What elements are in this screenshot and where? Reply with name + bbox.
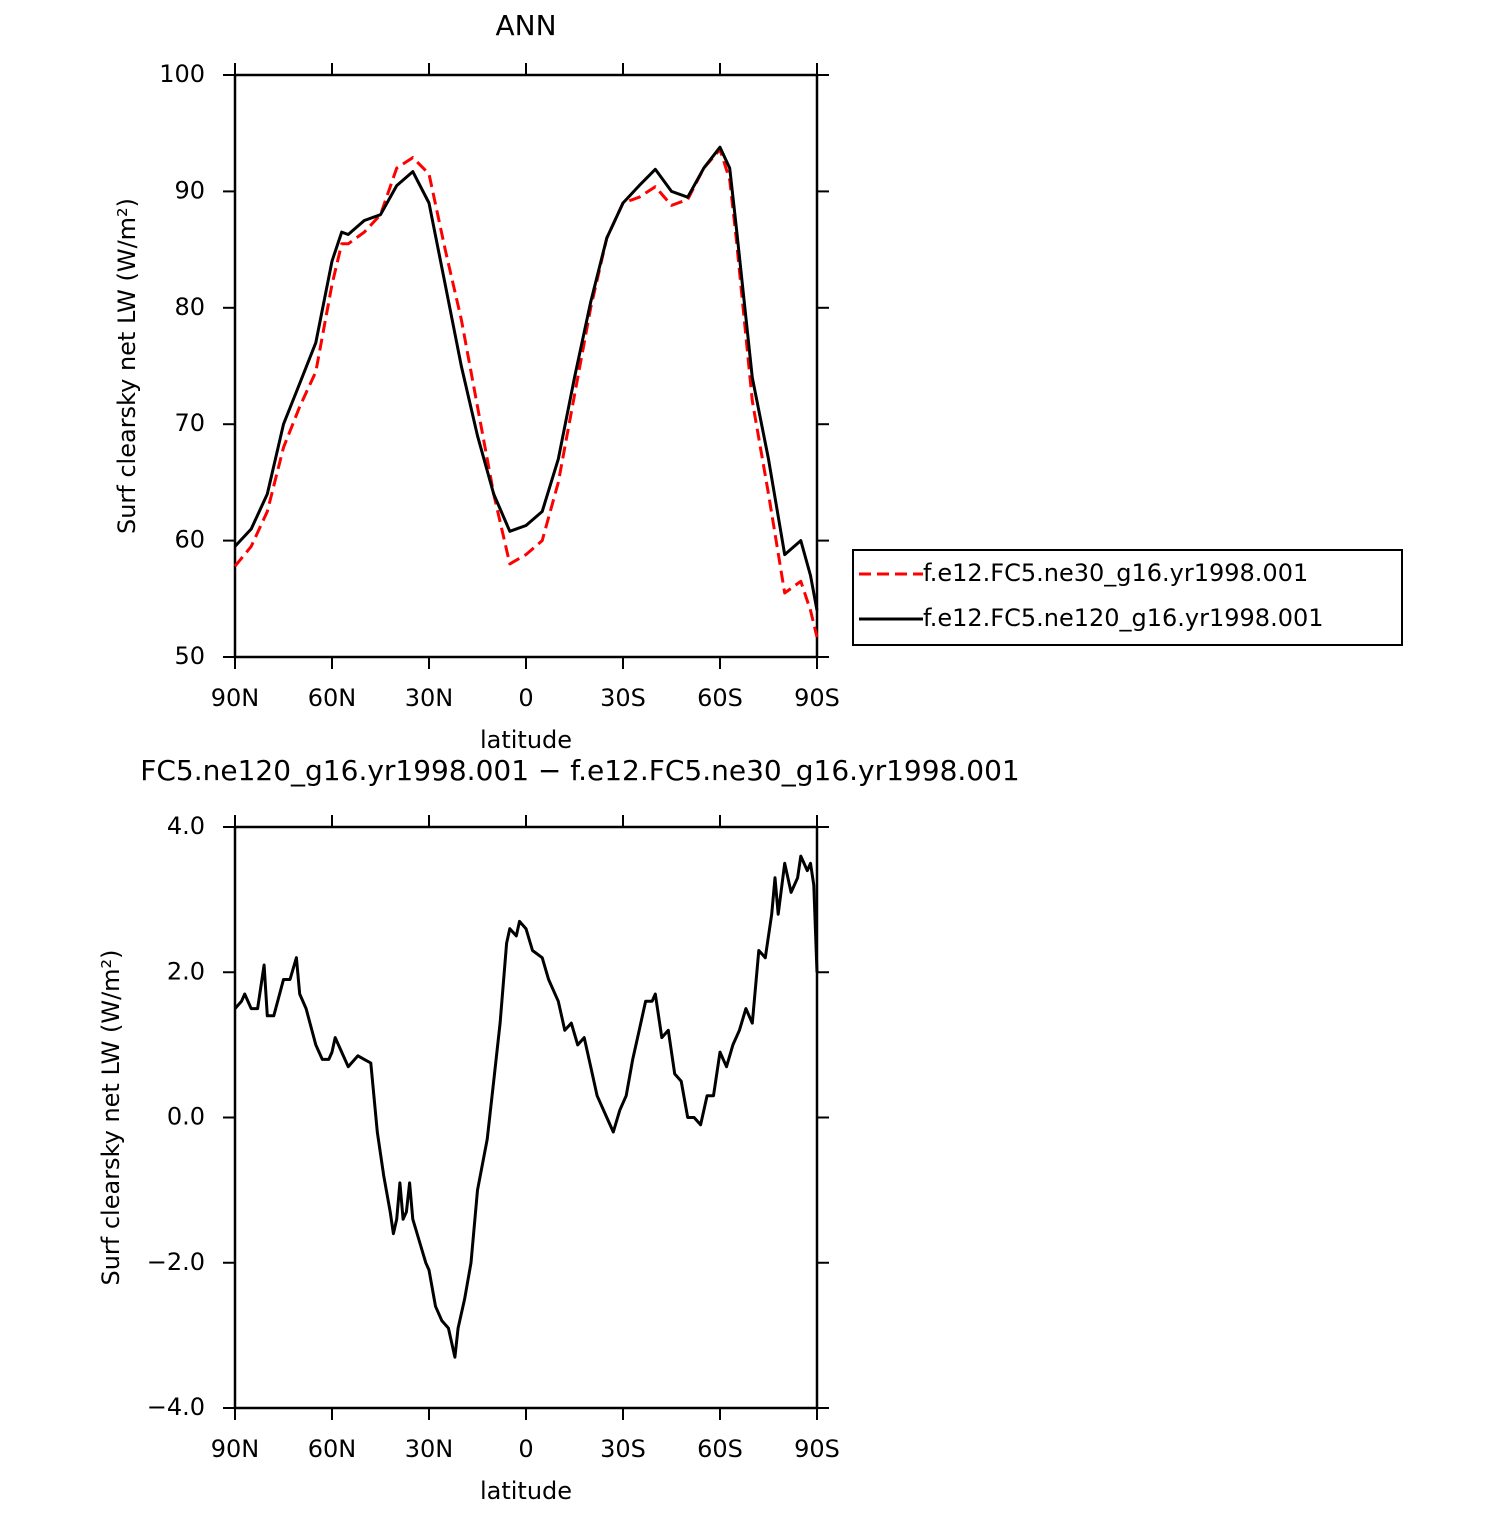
- x-axis-label: latitude: [480, 1477, 572, 1505]
- y-tick-label: 80: [174, 293, 205, 321]
- y-tick-label: −2.0: [147, 1248, 205, 1276]
- y-tick-label: 70: [174, 409, 205, 437]
- legend-label: f.e12.FC5.ne30_g16.yr1998.001: [923, 559, 1308, 587]
- y-axis-label: Surf clearsky net LW (W/m²): [113, 198, 141, 534]
- data-line: [233, 854, 819, 1359]
- legend-box: [852, 549, 1403, 646]
- x-tick-label: 30S: [600, 1435, 646, 1463]
- chart-title: ANN: [495, 9, 556, 42]
- x-tick-label: 90N: [211, 684, 260, 712]
- y-tick-label: 4.0: [167, 812, 205, 840]
- plot-frame: [233, 73, 819, 659]
- x-tick-label: 30N: [405, 1435, 454, 1463]
- x-tick-label: 90S: [794, 684, 840, 712]
- x-tick-label: 30N: [405, 684, 454, 712]
- x-tick-label: 90N: [211, 1435, 260, 1463]
- x-tick-label: 60S: [697, 684, 743, 712]
- data-line: [233, 148, 819, 638]
- legend-label: f.e12.FC5.ne120_g16.yr1998.001: [923, 604, 1324, 632]
- y-tick-label: 2.0: [167, 957, 205, 985]
- y-tick-label: 60: [174, 526, 205, 554]
- chart-title: FC5.ne120_g16.yr1998.001 − f.e12.FC5.ne3…: [140, 754, 1019, 787]
- x-tick-label: 60S: [697, 1435, 743, 1463]
- x-tick-label: 0: [518, 1435, 533, 1463]
- x-tick-label: 0: [518, 684, 533, 712]
- y-tick-label: 90: [174, 176, 205, 204]
- y-tick-label: 50: [174, 642, 205, 670]
- plot-frame: [233, 825, 819, 1410]
- y-tick-label: −4.0: [147, 1393, 205, 1421]
- x-tick-label: 30S: [600, 684, 646, 712]
- y-tick-label: 100: [159, 60, 205, 88]
- y-axis-label: Surf clearsky net LW (W/m²): [97, 949, 125, 1285]
- x-axis-label: latitude: [480, 726, 572, 754]
- x-tick-label: 90S: [794, 1435, 840, 1463]
- x-tick-label: 60N: [308, 1435, 357, 1463]
- data-line: [233, 145, 819, 611]
- y-tick-label: 0.0: [167, 1103, 205, 1131]
- x-tick-label: 60N: [308, 684, 357, 712]
